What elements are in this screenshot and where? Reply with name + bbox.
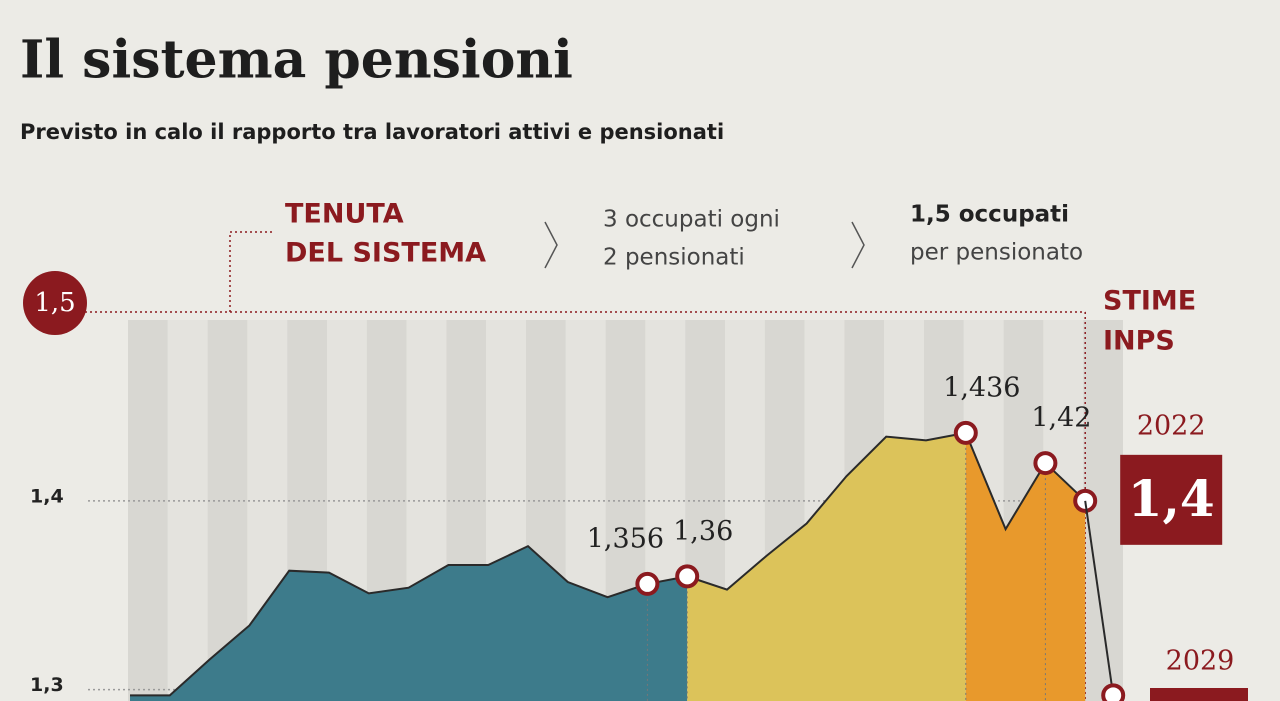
chart-title: Il sistema pensioni — [20, 30, 573, 91]
value-label: 1,4 — [1128, 469, 1215, 528]
header-text: DEL SISTEMA — [285, 238, 486, 269]
projection-line — [1084, 500, 1115, 696]
header-text: TENUTA — [285, 199, 404, 230]
y-tick-label: 1,5 — [34, 288, 75, 318]
header-text: 3 occupati ogni — [603, 207, 780, 233]
value-label: 1,436 — [943, 372, 1020, 403]
area — [965, 432, 1086, 701]
chevron — [851, 221, 865, 269]
area — [130, 546, 688, 701]
tick-badge — [23, 271, 87, 335]
highlight-box — [1120, 454, 1223, 545]
highlight-box — [1150, 688, 1248, 701]
line — [964, 432, 1086, 532]
area — [687, 432, 966, 701]
point — [1101, 683, 1126, 701]
value-label: 1,356 — [587, 523, 664, 554]
forecast-label: STIME — [1103, 286, 1196, 317]
stripe — [128, 320, 168, 701]
header-text: per pensionato — [910, 240, 1083, 266]
header-text: 2 pensionati — [603, 245, 745, 271]
y-tick-label: 1,4 — [30, 485, 64, 507]
bracket — [229, 231, 272, 312]
line — [686, 431, 966, 591]
line — [130, 544, 688, 697]
point — [1033, 451, 1058, 476]
chevron — [544, 221, 558, 269]
forecast-label: INPS — [1103, 326, 1175, 357]
header-text: 1,5 occupati — [910, 202, 1069, 228]
value-label: 1,36 — [673, 516, 733, 547]
highlight-label: 2022 — [1137, 410, 1206, 441]
value-label: 1,42 — [1031, 403, 1091, 434]
y-tick-label: 1,3 — [30, 674, 64, 696]
point — [635, 571, 660, 596]
chart-subtitle: Previsto in calo il rapporto tra lavorat… — [20, 120, 724, 144]
projection-label: 2029 — [1166, 646, 1235, 677]
point — [675, 564, 700, 589]
point — [953, 420, 978, 445]
stripe — [167, 320, 208, 701]
